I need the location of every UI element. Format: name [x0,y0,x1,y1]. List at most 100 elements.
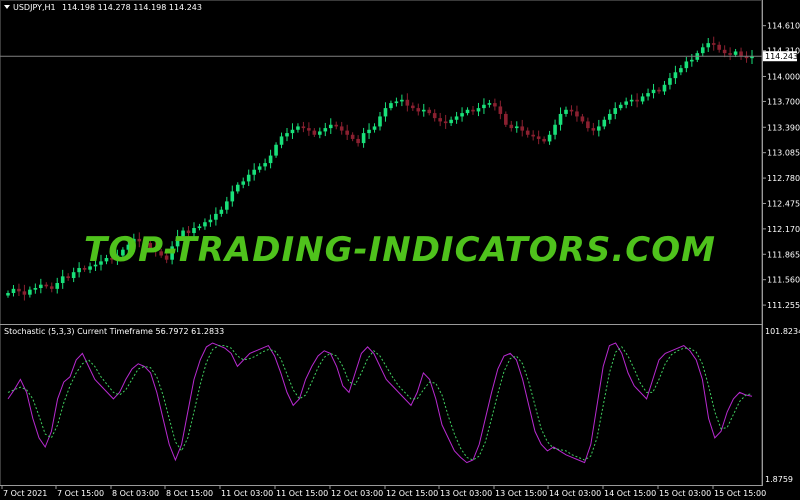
candle-body [629,99,634,102]
candle-body [153,248,158,252]
candle-body [662,84,667,92]
time-tick-label: 14 Oct 15:00 [604,489,656,498]
candle-body [290,129,295,134]
candle-body [230,191,235,202]
candle-body [356,138,360,144]
stoch-main-line [7,342,753,464]
candle-body [235,184,240,192]
time-axis[interactable]: 7 Oct 2021 7 Oct 15:00 8 Oct 03:00 8 Oct 15… [1,485,766,498]
candle-body [49,286,54,289]
candle-body [383,108,388,117]
price-axis[interactable]: 114.610 114.310 114.000 113.700 113.390 113.0… [762,22,800,310]
candle-body [569,109,574,112]
candle-body [613,108,618,114]
candle-body [93,264,98,267]
candle-body [504,113,508,125]
candle-body [279,136,284,145]
candle-body [99,261,103,265]
candle-body [706,43,711,48]
candle-body [722,49,727,54]
candle-body [547,134,552,142]
price-tick-label: 111.255 [767,301,800,310]
candle-body [323,128,328,132]
candle-body [39,284,43,289]
candle-body [121,249,125,256]
candle-body [312,130,317,135]
candle-body [531,134,535,137]
candle-body [6,293,10,296]
candle-body [460,113,464,117]
candle-body [88,266,92,270]
candle-body [597,126,601,131]
candle-body [110,258,114,260]
candle-body [438,118,442,122]
price-tick-label: 113.085 [767,149,800,158]
candle-body [318,131,322,135]
price-tick-label: 112.475 [767,199,800,208]
candle-body [372,126,377,130]
candle-body [66,276,70,279]
price-tick-label: 114.610 [767,22,800,31]
candle-body [28,289,32,295]
time-tick-label: 13 Oct 15:00 [495,489,547,498]
candle-body [602,119,607,127]
candle-body [624,101,628,105]
candle-body [432,113,437,119]
candle-body [175,236,180,247]
candle-body [296,126,300,130]
indicator-label: Stochastic (5,3,3) Current Timeframe 56.… [4,327,224,336]
candle-body [11,288,16,294]
candle-body [454,116,459,120]
price-tick-label: 113.390 [767,123,800,132]
candle-body [427,109,432,114]
candle-body [197,226,202,229]
candle-body [181,230,185,237]
candle-body [126,244,131,250]
candle-body [739,51,743,57]
candle-body [411,105,415,109]
candle-body [268,155,273,164]
candle-body [514,126,519,129]
dropdown-triangle-icon[interactable] [4,5,10,9]
candle-body [44,284,49,287]
candle-body [711,43,716,45]
current-price-tag: 114.243 [763,51,798,62]
candle-body [17,288,21,292]
stoch-signal-line [7,345,753,461]
candle-body [142,241,147,244]
candle-body [345,130,349,135]
price-tick-label: 114.310 [767,47,800,56]
candle-body [33,288,38,290]
candle-body [203,222,207,227]
candle-body [307,128,311,131]
candle-body [684,61,689,69]
time-tick-label: 15 Oct 15:00 [714,489,766,498]
price-tick-label: 112.780 [767,174,800,183]
candle-body [750,56,754,59]
time-tick-label: 13 Oct 03:00 [440,489,492,498]
candle-body [405,99,410,106]
candle-body [60,276,65,284]
candle-body [493,103,497,107]
candle-body [443,121,448,124]
candle-body [71,272,76,279]
candle-body [246,174,251,182]
ohlc-label: 114.198 114.278 114.198 114.243 [62,3,202,12]
candle-body [378,116,382,127]
candle-body [733,51,738,55]
candle-body [137,238,142,242]
candle-body [498,106,503,114]
candle-body [586,121,590,129]
candle-body [575,111,579,117]
candle-body [618,104,623,109]
candle-body [558,113,563,125]
price-tick-label: 113.700 [767,97,800,106]
candle-body [536,136,541,139]
candle-body [22,291,27,295]
candle-body [241,181,246,185]
candle-body [482,104,486,109]
candle-body [564,109,568,114]
candle-body [274,144,278,156]
candle-body [361,133,366,144]
